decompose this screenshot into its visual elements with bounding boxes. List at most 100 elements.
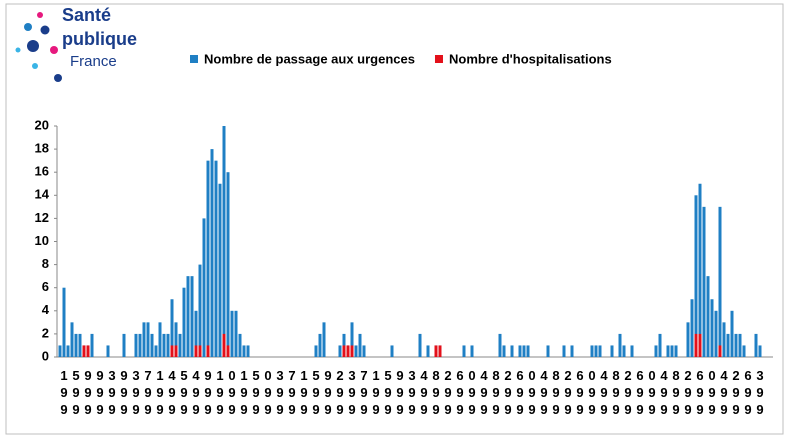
bar bbox=[58, 345, 62, 357]
bar bbox=[526, 345, 530, 357]
bar bbox=[206, 345, 210, 357]
bar bbox=[318, 333, 322, 357]
y-tick-label: 20 bbox=[35, 117, 49, 132]
legend-swatch bbox=[190, 55, 198, 63]
bar bbox=[694, 195, 698, 357]
bar bbox=[618, 333, 622, 357]
bar bbox=[674, 345, 678, 357]
bar bbox=[694, 333, 698, 357]
bar bbox=[246, 345, 250, 357]
bar bbox=[698, 183, 702, 357]
bar bbox=[234, 310, 238, 357]
bar bbox=[198, 264, 202, 357]
bar bbox=[194, 345, 198, 357]
bar bbox=[142, 322, 146, 357]
bar bbox=[222, 333, 226, 357]
bar bbox=[206, 160, 210, 357]
y-tick-label: 2 bbox=[42, 325, 49, 340]
bar bbox=[706, 276, 710, 357]
bar bbox=[718, 206, 722, 357]
logo-text: Santé bbox=[62, 5, 111, 25]
logo-text: publique bbox=[62, 29, 137, 49]
y-tick-label: 0 bbox=[42, 348, 49, 363]
bar bbox=[134, 333, 138, 357]
bar bbox=[754, 333, 758, 357]
logo-text: France bbox=[70, 53, 117, 70]
bar bbox=[174, 345, 178, 357]
bar bbox=[226, 345, 230, 357]
bar bbox=[158, 322, 162, 357]
bar bbox=[82, 345, 86, 357]
logo-dot bbox=[37, 12, 43, 18]
bar bbox=[106, 345, 110, 357]
bar bbox=[418, 333, 422, 357]
bar bbox=[90, 333, 94, 357]
y-tick-label: 14 bbox=[35, 187, 50, 202]
bar bbox=[166, 333, 170, 357]
y-tick-label: 18 bbox=[35, 141, 49, 156]
bar bbox=[62, 287, 66, 357]
y-tick-label: 8 bbox=[42, 256, 49, 271]
bar bbox=[658, 333, 662, 357]
bar bbox=[590, 345, 594, 357]
bar bbox=[194, 310, 198, 357]
bar bbox=[670, 345, 674, 357]
bar bbox=[170, 345, 174, 357]
bar bbox=[222, 126, 226, 357]
bar bbox=[570, 345, 574, 357]
bar bbox=[622, 345, 626, 357]
bar bbox=[78, 333, 82, 357]
bar bbox=[470, 345, 474, 357]
bar bbox=[722, 322, 726, 357]
bar bbox=[178, 333, 182, 357]
bar bbox=[70, 322, 74, 357]
bar bbox=[190, 276, 194, 357]
bar bbox=[86, 345, 90, 357]
bar bbox=[66, 345, 70, 357]
legend-label: Nombre d'hospitalisations bbox=[449, 51, 612, 66]
bar bbox=[314, 345, 318, 357]
bar bbox=[462, 345, 466, 357]
bar bbox=[174, 322, 178, 357]
bar bbox=[358, 333, 362, 357]
bar bbox=[438, 345, 442, 357]
bar bbox=[354, 345, 358, 357]
bar bbox=[686, 322, 690, 357]
logo-dot bbox=[24, 23, 32, 31]
bar bbox=[226, 172, 230, 357]
bar bbox=[718, 345, 722, 357]
bar bbox=[610, 345, 614, 357]
